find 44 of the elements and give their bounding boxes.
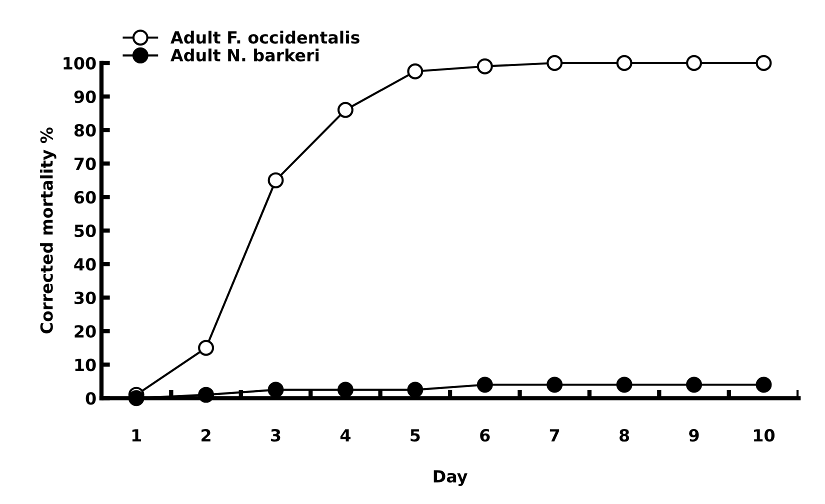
x-tick-label: 10: [754, 429, 775, 442]
legend-label: Adult N. barkeri: [170, 48, 319, 62]
x-tick-label: 1: [132, 429, 141, 442]
y-tick-label: 80: [74, 124, 96, 137]
y-tick-label: 70: [74, 158, 96, 170]
point: [407, 63, 424, 80]
point: [128, 390, 144, 406]
point: [616, 376, 632, 393]
point: [198, 386, 214, 403]
point: [337, 102, 354, 118]
point: [686, 55, 702, 71]
x-tick-label: 2: [202, 429, 210, 442]
point: [476, 58, 493, 74]
point: [756, 376, 772, 393]
x-tick-label: 5: [410, 429, 420, 442]
point: [756, 55, 772, 71]
y-axis-title: Corrected mortality %: [40, 127, 56, 334]
x-tick-label: 6: [480, 429, 490, 442]
x-tick-label: 8: [620, 429, 630, 442]
point: [268, 172, 284, 188]
point: [337, 382, 354, 398]
x-axis-title: Day: [434, 470, 468, 486]
point: [546, 376, 563, 393]
x-tick-label: 9: [689, 429, 699, 442]
y-tick-label: 20: [74, 325, 96, 338]
point: [268, 382, 284, 398]
x-tick-label: 4: [340, 429, 350, 442]
x-tick-label: 3: [271, 429, 280, 442]
y-tick-label: 50: [74, 224, 96, 238]
point: [686, 376, 702, 393]
point: [616, 55, 632, 71]
y-tick-label: 0: [86, 392, 96, 405]
point: [476, 376, 493, 393]
y-tick-label: 40: [74, 258, 96, 271]
y-tick-label: 10: [75, 358, 96, 372]
y-tick-label: 30: [74, 292, 96, 304]
y-tick-label: 100: [64, 56, 96, 70]
legend-label: Adult F. occidentalis: [170, 30, 360, 44]
point: [546, 55, 563, 71]
point: [198, 340, 214, 356]
point: [407, 382, 424, 398]
y-tick-label: 90: [74, 90, 96, 104]
y-tick-label: 60: [74, 191, 96, 204]
x-tick-label: 7: [550, 429, 560, 442]
